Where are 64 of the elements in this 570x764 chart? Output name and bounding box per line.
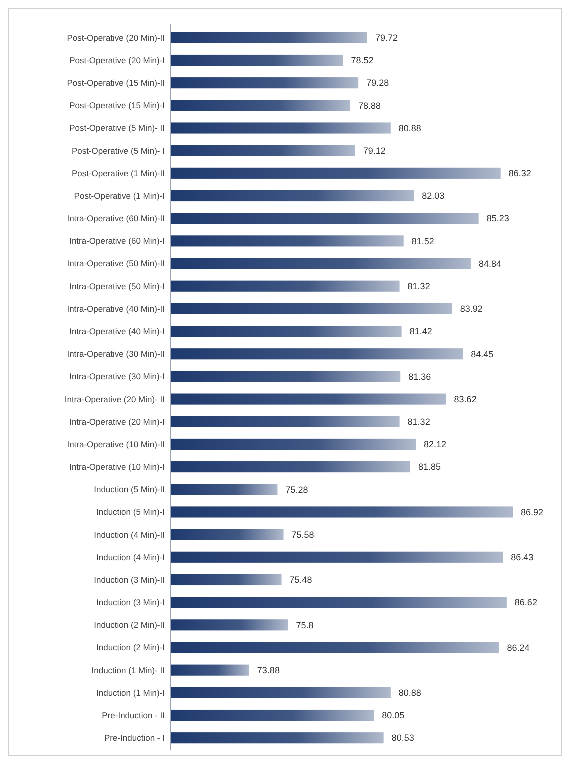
y-tick-label: Induction (3 Min)-I [96, 598, 165, 608]
data-label: 81.36 [408, 372, 432, 382]
y-tick-label: Post-Operative (20 Min)-I [70, 55, 165, 66]
y-tick-label: Intra-Operative (40 Min)-II [67, 304, 165, 314]
data-label: 86.92 [521, 507, 544, 518]
data-label: 86.62 [514, 598, 538, 608]
data-label: 80.88 [398, 123, 422, 134]
y-tick-label: Induction (4 Min)-II [94, 530, 165, 540]
y-tick-label: Induction (5 Min)-II [94, 484, 165, 495]
data-label: 86.32 [508, 168, 532, 179]
data-label: 80.05 [382, 710, 405, 721]
data-label: 81.42 [410, 326, 432, 337]
y-tick-label: Post-Operative (15 Min)-I [70, 100, 165, 111]
y-tick-label: Post-Operative (5 Min)- I [72, 146, 165, 156]
y-tick-label: Intra-Operative (60 Min)-II [67, 214, 165, 224]
y-tick-label: Pre-Induction - II [102, 710, 165, 720]
data-label: 79.72 [375, 33, 398, 44]
data-label: 81.85 [418, 462, 442, 472]
y-tick-label: Post-Operative (1 Min)-II [72, 168, 165, 178]
y-tick-label: Induction (1 Min)- II [92, 665, 165, 676]
data-label: 86.43 [511, 552, 534, 563]
y-tick-label: Induction (2 Min)-II [94, 620, 165, 630]
data-label: 81.32 [408, 282, 430, 292]
data-label: 84.45 [471, 349, 494, 360]
y-tick-label: Intra-Operative (50 Min)-II [67, 258, 165, 269]
y-tick-label: Intra-Operative (60 Min)-I [70, 236, 165, 246]
data-label: 81.32 [408, 417, 430, 428]
data-label: 73.88 [257, 665, 280, 676]
data-label: 75.28 [286, 484, 308, 495]
y-tick-label: Post-Operative (15 Min)-II [67, 78, 165, 88]
data-label: 84.84 [478, 258, 502, 269]
data-label: 80.53 [392, 733, 414, 744]
y-tick-label: Induction (3 Min)-II [94, 574, 165, 585]
data-label: 80.88 [398, 688, 422, 698]
data-label: 78.88 [358, 100, 382, 111]
data-label: 79.28 [366, 78, 390, 88]
data-label: 79.12 [363, 146, 386, 156]
y-tick-label: Intra-Operative (20 Min)-I [70, 416, 165, 427]
y-tick-label: Post-Operative (1 Min)-I [74, 190, 165, 201]
y-tick-label: Pre-Induction - I [104, 733, 165, 744]
data-label: 75.48 [290, 575, 312, 586]
data-label: 82.12 [424, 440, 447, 450]
y-tick-label: Induction (2 Min)-I [96, 642, 165, 653]
data-label: 75.8 [296, 620, 314, 630]
y-tick-label: Post-Operative (20 Min)-II [67, 32, 165, 43]
data-label: 75.58 [292, 530, 314, 540]
y-tick-label: Intra-Operative (50 Min)-I [70, 281, 165, 292]
y-tick-label: Intra-Operative (30 Min)-II [67, 349, 165, 360]
data-label: 85.23 [486, 214, 510, 224]
data-label: 82.03 [422, 191, 445, 202]
y-tick-label: Post-Operative (5 Min)- II [70, 123, 165, 134]
y-tick-label: Induction (1 Min)-I [96, 688, 165, 698]
data-label: 83.62 [454, 394, 477, 404]
data-label: 86.24 [507, 642, 530, 653]
data-label: 83.92 [460, 304, 483, 314]
data-label: 81.52 [412, 236, 434, 246]
y-tick-label: Induction (5 Min)-I [96, 507, 165, 518]
y-tick-label: Intra-Operative (40 Min)-I [70, 326, 165, 337]
data-label: 78.52 [351, 56, 374, 66]
y-tick-label: Intra-Operative (20 Min)- II [64, 394, 165, 404]
y-tick-label: Induction (4 Min)-I [96, 552, 165, 562]
y-tick-label: Intra-Operative (10 Min)-II [67, 439, 165, 450]
y-tick-label: Intra-Operative (30 Min)-I [70, 372, 165, 382]
y-tick-label: Intra-Operative (10 Min)-I [70, 462, 165, 472]
